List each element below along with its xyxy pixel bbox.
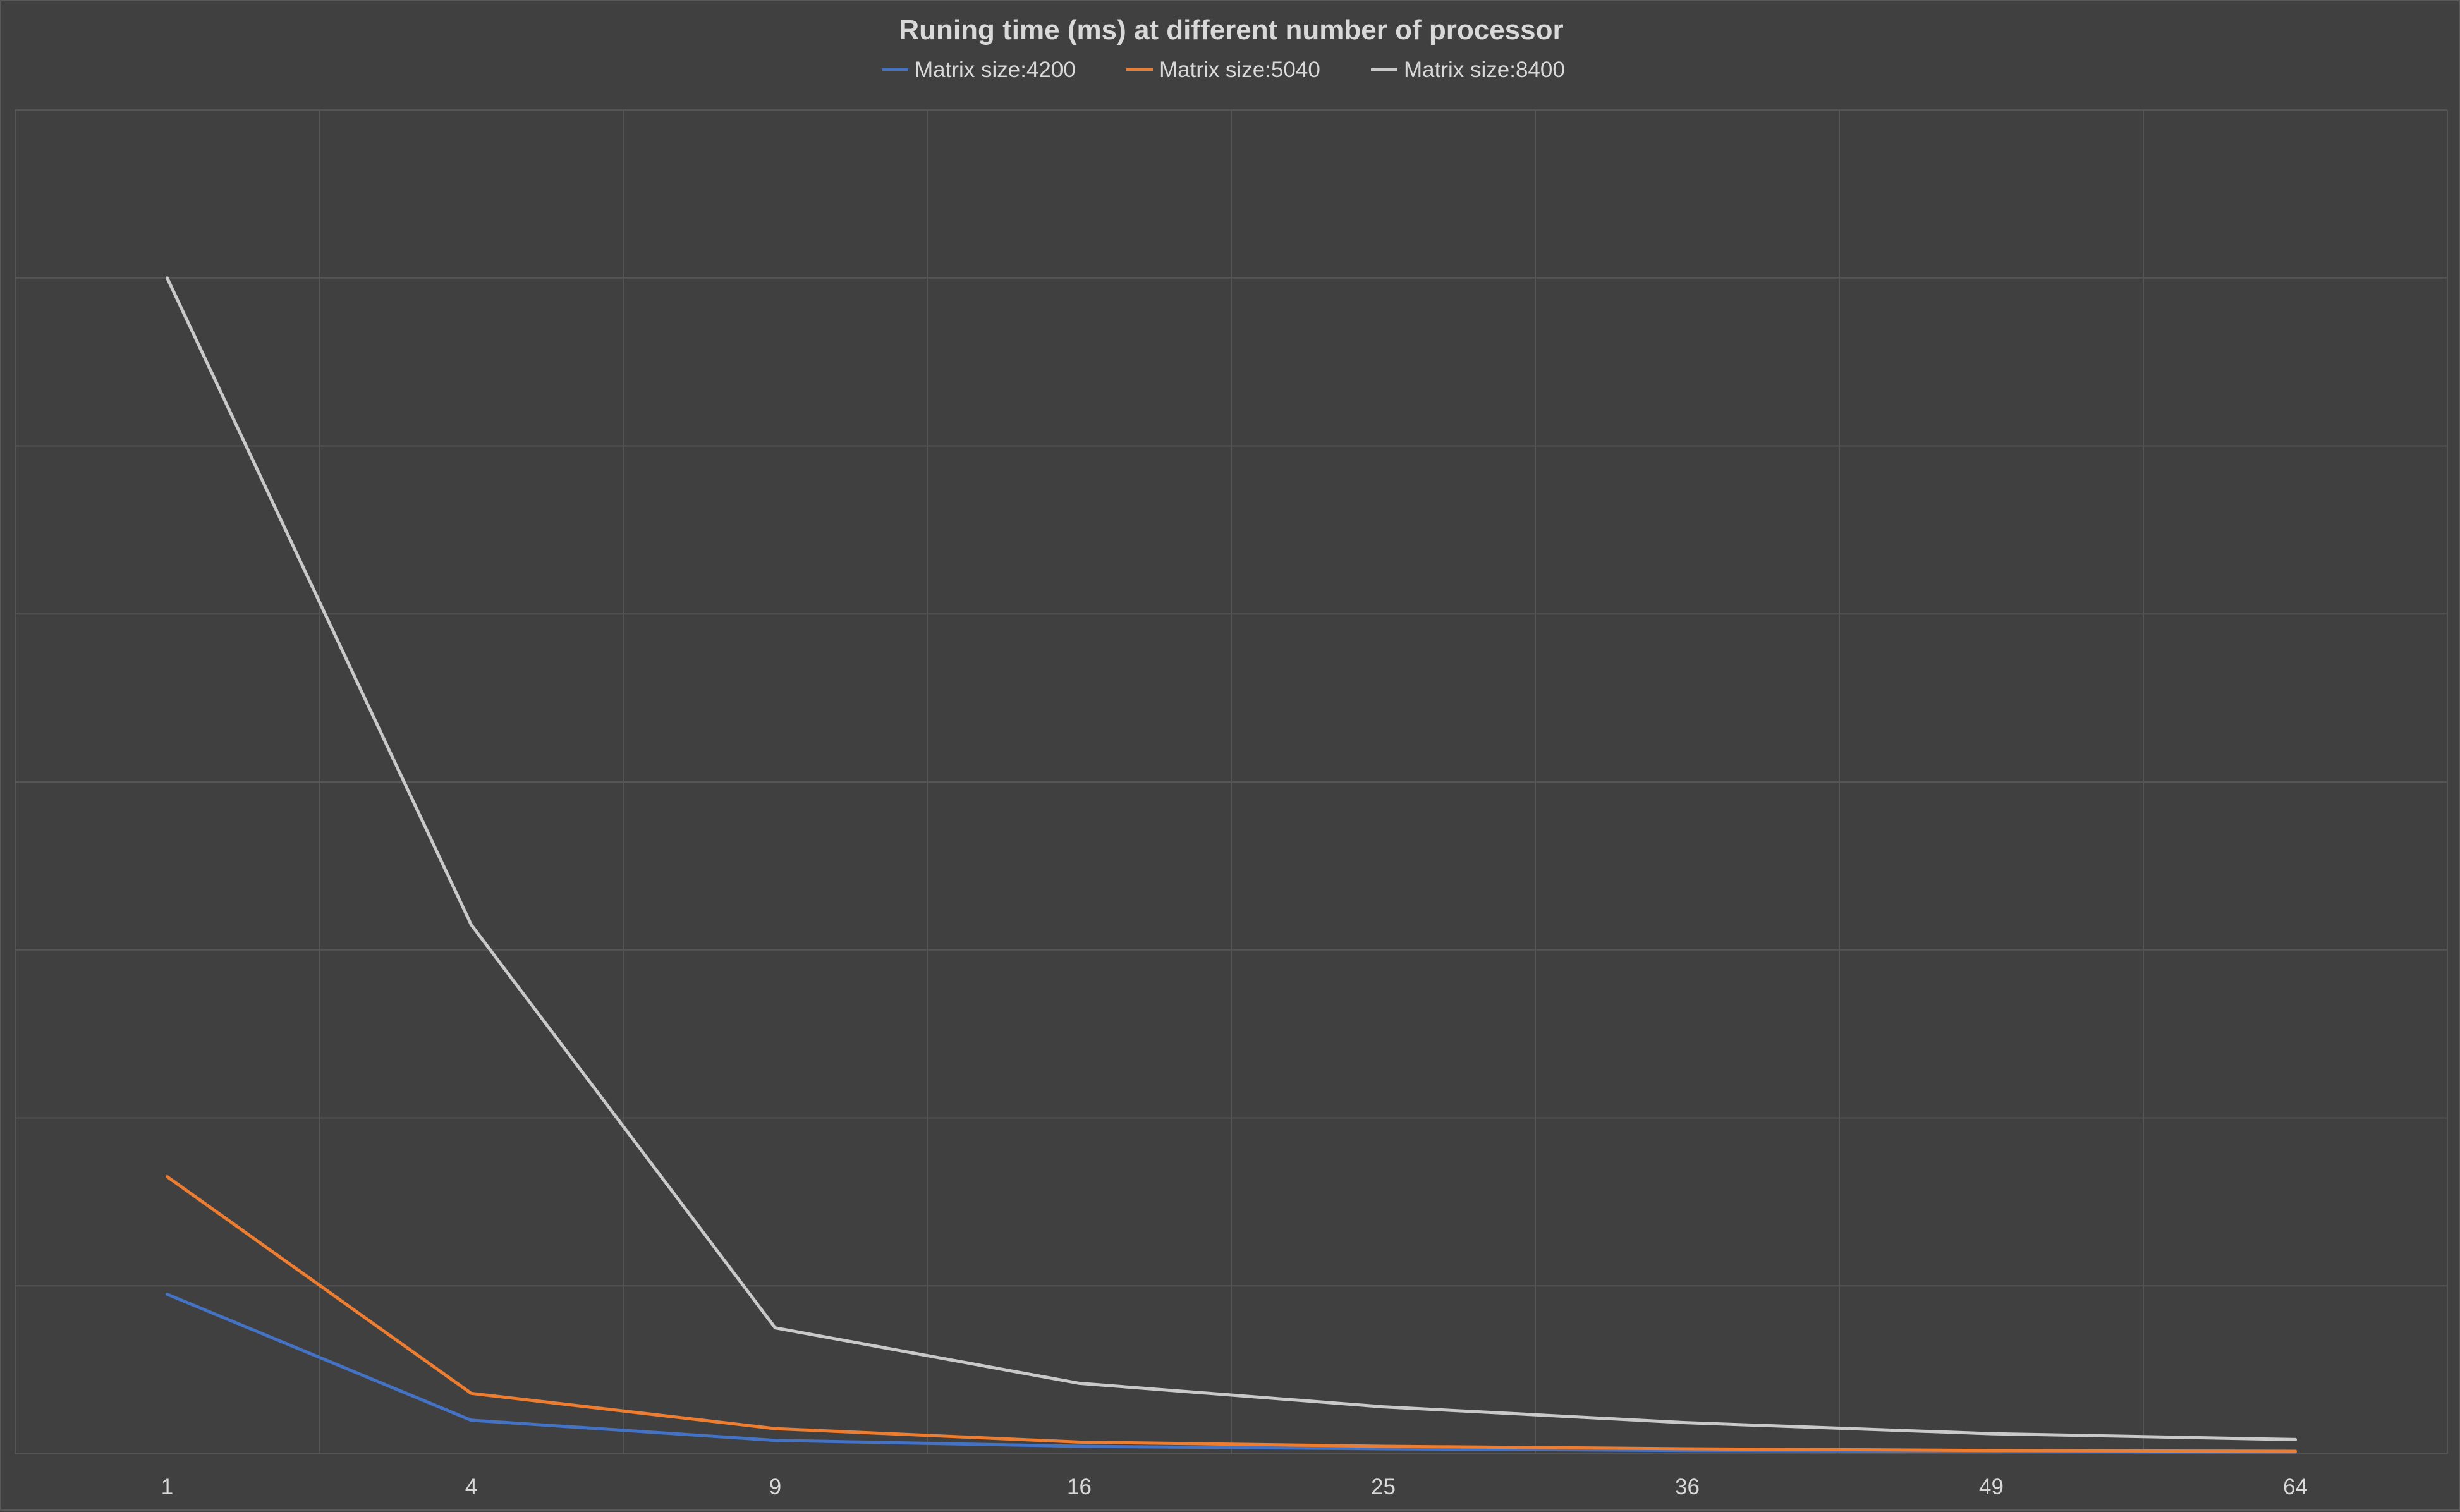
legend-label-2: Matrix size:5040: [1159, 58, 1320, 82]
series-line-3: [166, 276, 2297, 1441]
x-tick-label: 64: [2283, 1475, 2308, 1499]
legend: Matrix size:4200 Matrix size:5040 Matrix s…: [882, 58, 1565, 82]
x-tick-label: 1: [161, 1475, 173, 1499]
x-tick-label: 36: [1675, 1475, 1700, 1499]
series-line-2: [166, 1175, 2297, 1453]
legend-label-3: Matrix size:8400: [1404, 58, 1565, 82]
x-tick-label: 9: [769, 1475, 781, 1499]
x-tick-label: 25: [1371, 1475, 1396, 1499]
series-lines: [166, 276, 2297, 1454]
chart-title: Runing time (ms) at different number of …: [899, 15, 1563, 46]
x-tick-label: 16: [1067, 1475, 1092, 1499]
legend-label-1: Matrix size:4200: [915, 58, 1076, 82]
x-tick-label: 4: [465, 1475, 477, 1499]
gridlines: [15, 109, 2448, 1454]
x-axis-tick-labels: 1 4 9 16 25 36 49 64: [161, 1475, 2308, 1499]
x-tick-label: 49: [1979, 1475, 2004, 1499]
